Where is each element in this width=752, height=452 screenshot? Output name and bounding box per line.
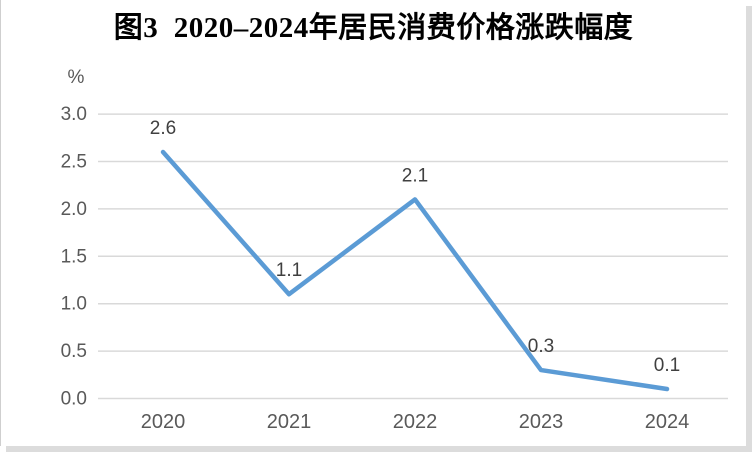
x-tick-label: 2023 (519, 411, 564, 433)
chart-title: 图3 2020–2024年居民消费价格涨跌幅度 (113, 12, 634, 44)
y-tick-label: 0.5 (61, 341, 87, 362)
series-line (160, 149, 670, 392)
chart-card: 图3 2020–2024年居民消费价格涨跌幅度 0.0 0.5 1.0 1.5 2.0 2… (0, 0, 728, 446)
y-tick-label: 3.0 (61, 104, 87, 125)
x-tick-label: 2020 (141, 411, 186, 433)
y-tick-label: 2.0 (61, 199, 87, 220)
data-label: 2.1 (402, 165, 428, 186)
data-label: 2.6 (150, 118, 176, 139)
x-tick-label: 2022 (393, 411, 438, 433)
y-tick-label: 1.0 (61, 294, 87, 315)
y-tick-label: 2.5 (61, 152, 87, 173)
data-label: 0.1 (654, 355, 680, 376)
y-tick-label: 1.5 (61, 246, 87, 267)
y-tick-label: 0.0 (61, 389, 87, 410)
y-axis-unit-label: % (68, 67, 85, 88)
x-tick-label: 2024 (645, 411, 690, 433)
x-tick-label: 2021 (267, 411, 312, 433)
data-label: 0.3 (528, 336, 554, 357)
line-chart: 0.0 0.5 1.0 1.5 2.0 2.5 3.0% 2020 2021 2022 2023 20… (61, 67, 728, 433)
data-label: 1.1 (276, 260, 302, 281)
